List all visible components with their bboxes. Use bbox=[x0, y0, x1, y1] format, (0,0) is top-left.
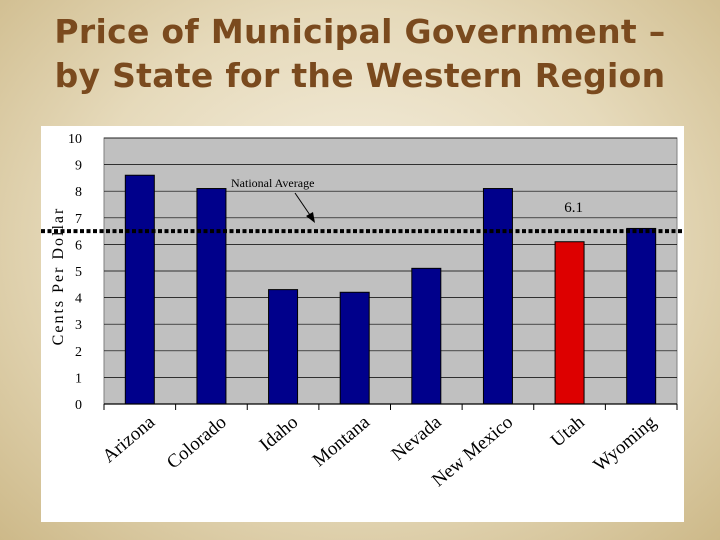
y-tick-label: 5 bbox=[75, 265, 82, 280]
y-tick-label: 9 bbox=[75, 159, 82, 174]
category-label-wyoming: Wyoming bbox=[590, 411, 661, 476]
bar-new-mexico bbox=[482, 188, 513, 405]
title-line-2: by State for the Western Region bbox=[54, 56, 666, 95]
y-tick-label: 8 bbox=[75, 185, 82, 200]
category-label-arizona: Arizona bbox=[99, 411, 160, 467]
category-label-nevada: Nevada bbox=[388, 411, 446, 465]
national-average-arrow bbox=[294, 192, 313, 219]
national-average-arrowhead bbox=[306, 212, 315, 223]
y-axis-label: Cents Per Dollar bbox=[50, 207, 67, 346]
bar-wyoming bbox=[626, 227, 657, 405]
category-label-montana: Montana bbox=[309, 411, 375, 471]
bar-chart: 0 1 2 3 4 5 6 7 8 9 10 Arizona Colorado Idaho Montana… bbox=[41, 132, 684, 491]
y-tick-label: 7 bbox=[75, 212, 82, 227]
chart-panel: 0 1 2 3 4 5 6 7 8 9 10 Arizona Colorado Idaho Montana… bbox=[41, 126, 684, 522]
bar-nevada bbox=[411, 267, 442, 405]
y-axis-ticks: 0 1 2 3 4 5 6 7 8 9 10 bbox=[68, 132, 82, 413]
category-label-idaho: Idaho bbox=[256, 412, 303, 456]
data-labels: 6.1 bbox=[564, 200, 583, 216]
y-tick-label: 4 bbox=[75, 292, 82, 307]
category-label-utah: Utah bbox=[547, 411, 589, 451]
bars bbox=[124, 174, 657, 405]
category-label-colorado: Colorado bbox=[163, 412, 231, 474]
bar-montana bbox=[339, 291, 370, 405]
y-tick-label: 6 bbox=[75, 238, 82, 253]
slide-title: Price of Municipal Government – by State… bbox=[0, 10, 720, 98]
y-tick-label: 2 bbox=[75, 345, 82, 360]
y-tick-label: 10 bbox=[68, 132, 82, 147]
y-tick-label: 3 bbox=[75, 318, 82, 333]
bar-idaho bbox=[268, 289, 299, 405]
y-tick-label: 0 bbox=[75, 398, 82, 413]
bar-colorado bbox=[196, 188, 227, 405]
national-average-label: National Average bbox=[231, 176, 314, 190]
data-label-utah: 6.1 bbox=[564, 200, 583, 216]
bar-arizona bbox=[124, 174, 155, 405]
x-axis bbox=[103, 403, 678, 410]
title-line-1: Price of Municipal Government – bbox=[54, 12, 666, 51]
y-tick-label: 1 bbox=[75, 371, 82, 386]
bar-utah bbox=[554, 241, 585, 405]
